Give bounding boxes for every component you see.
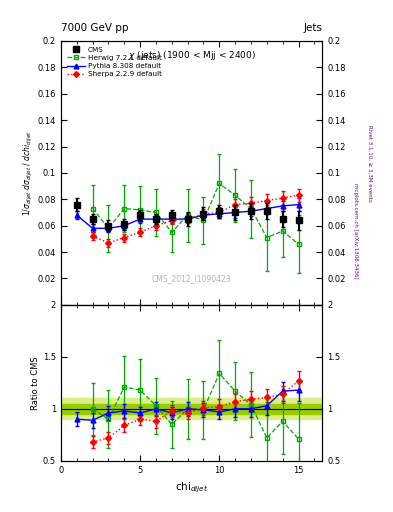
Bar — [61, 403, 322, 414]
X-axis label: chi$_{dijet}$: chi$_{dijet}$ — [175, 480, 208, 495]
Text: Jets: Jets — [303, 23, 322, 33]
Text: $\chi$ (jets) (1900 < Mjj < 2400): $\chi$ (jets) (1900 < Mjj < 2400) — [128, 49, 255, 62]
Text: CMS_2012_I1090423: CMS_2012_I1090423 — [152, 274, 231, 283]
Y-axis label: $1/\sigma_{dijet}\ d\sigma_{dijet}\ /\ dchi_{dijet}$: $1/\sigma_{dijet}\ d\sigma_{dijet}\ /\ d… — [22, 130, 35, 216]
Bar — [61, 398, 322, 419]
Legend: CMS, Herwig 7.2.1 default, Pythia 8.308 default, Sherpa 2.2.9 default: CMS, Herwig 7.2.1 default, Pythia 8.308 … — [64, 45, 164, 80]
Text: mcplots.cern.ch [arXiv:1306.3436]: mcplots.cern.ch [arXiv:1306.3436] — [353, 183, 358, 278]
Text: 7000 GeV pp: 7000 GeV pp — [61, 23, 129, 33]
Text: Rivet 3.1.10, ≥ 3.3M events: Rivet 3.1.10, ≥ 3.3M events — [367, 125, 372, 202]
Y-axis label: Ratio to CMS: Ratio to CMS — [31, 356, 40, 410]
